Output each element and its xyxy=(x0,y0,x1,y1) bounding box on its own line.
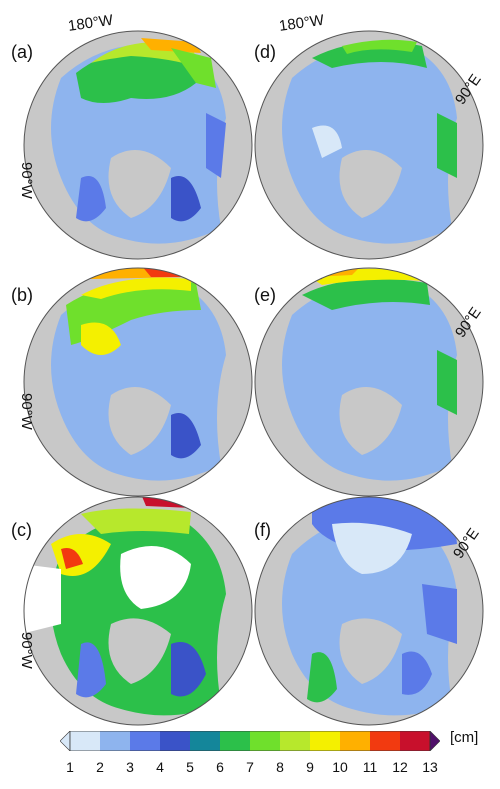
colorbar-tick-label: 3 xyxy=(126,759,134,775)
colorbar-segment xyxy=(160,731,191,751)
colorbar-tick-label: 1 xyxy=(66,759,74,775)
colorbar-tick-label: 5 xyxy=(186,759,194,775)
panel-label: (c) xyxy=(11,520,32,540)
map-panel-f: (f) 90°E xyxy=(252,494,486,728)
arctic-map-c xyxy=(23,496,253,726)
colorbar-segment xyxy=(100,731,131,751)
panel-label: (e) xyxy=(254,285,276,305)
colorbar-outline xyxy=(69,731,431,751)
colorbar-segment xyxy=(70,731,101,751)
colorbar-segment xyxy=(130,731,161,751)
lon-label-90w: 90°W xyxy=(18,162,35,199)
arctic-map-e xyxy=(254,267,484,497)
colorbar-segment xyxy=(310,731,341,751)
panel-label: (d) xyxy=(254,42,276,62)
colorbar-tick-label: 4 xyxy=(156,759,164,775)
colorbar-segment xyxy=(220,731,251,751)
colorbar xyxy=(60,731,440,751)
lon-label-90w: 90°W xyxy=(18,393,35,430)
map-panel-b: (b) 90°W xyxy=(11,265,255,499)
colorbar-tick-label: 6 xyxy=(216,759,224,775)
panel-label: (a) xyxy=(11,42,33,62)
map-panel-e: (e) 90°E xyxy=(252,265,486,499)
colorbar-arrow-left xyxy=(60,731,71,751)
arctic-map-a xyxy=(23,30,253,260)
colorbar-tick-label: 7 xyxy=(246,759,254,775)
colorbar-tick-label: 8 xyxy=(276,759,284,775)
map-panel-d: (d) 180°W 90°E xyxy=(252,12,486,262)
colorbar-segment xyxy=(250,731,281,751)
colorbar-segment xyxy=(280,731,311,751)
arctic-map-f xyxy=(254,496,484,726)
colorbar-tick-label: 10 xyxy=(332,759,348,775)
colorbar-arrow-right xyxy=(429,731,440,751)
map-panel-c: (c) 90°W xyxy=(11,494,255,728)
colorbar-tick-label: 2 xyxy=(96,759,104,775)
colorbar-tick-label: 13 xyxy=(422,759,438,775)
colorbar-unit: [cm] xyxy=(450,729,479,746)
arctic-map-b xyxy=(23,267,253,497)
colorbar-segment xyxy=(190,731,221,751)
arctic-map-d xyxy=(254,30,484,260)
colorbar-segment xyxy=(400,731,431,751)
colorbar-segment xyxy=(370,731,401,751)
panel-label: (b) xyxy=(11,285,33,305)
colorbar-tick-label: 9 xyxy=(306,759,314,775)
colorbar-tick-label: 11 xyxy=(362,759,378,775)
colorbar-segment xyxy=(340,731,371,751)
lon-label-90w: 90°W xyxy=(18,632,35,669)
map-panel-a: (a) 180°W 90°W xyxy=(11,12,255,262)
panel-label: (f) xyxy=(254,520,271,540)
colorbar-tick-label: 12 xyxy=(392,759,408,775)
